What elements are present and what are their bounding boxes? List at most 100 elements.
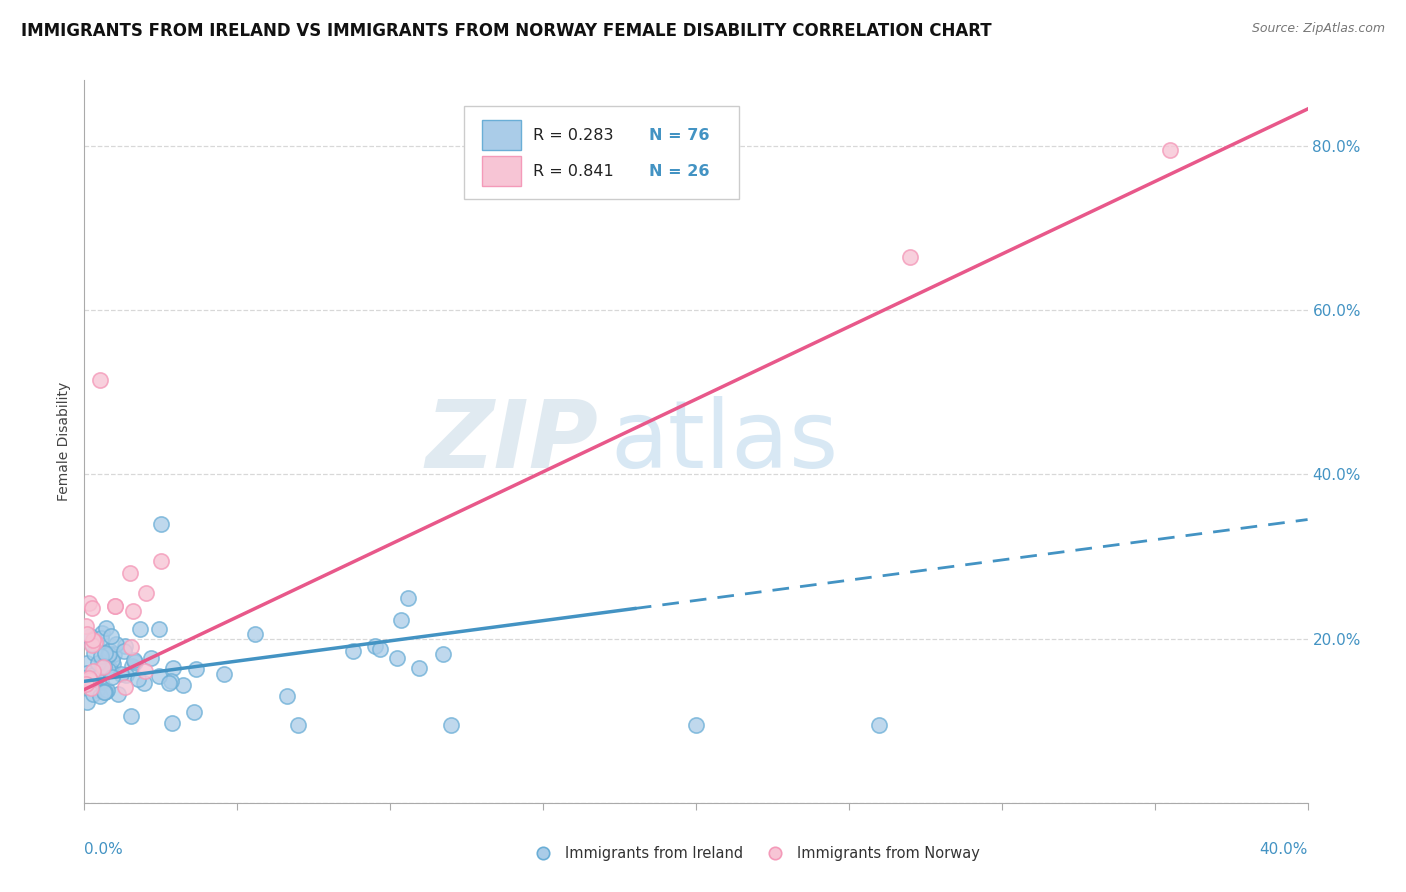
Text: R = 0.841: R = 0.841 (533, 164, 614, 178)
Point (110, 667, 132, 681)
Point (76, 627, 98, 641)
Point (115, 668, 138, 682)
Point (82, 668, 104, 682)
Point (94, 684, 117, 698)
Point (98, 662, 121, 676)
Point (96, 648, 118, 662)
Point (122, 652, 145, 666)
Point (183, 705, 205, 719)
Point (97, 663, 120, 677)
Point (94, 657, 117, 671)
Point (107, 688, 129, 702)
Point (75, 671, 97, 685)
Point (160, 674, 183, 689)
Text: 40.0%: 40.0% (1260, 842, 1308, 857)
Point (172, 678, 194, 692)
Point (104, 599, 127, 613)
Text: R = 0.283: R = 0.283 (533, 128, 614, 143)
Point (129, 623, 152, 637)
Point (121, 658, 143, 673)
Text: 0.0%: 0.0% (84, 842, 124, 857)
Point (276, 689, 298, 703)
Point (162, 661, 184, 675)
Point (75, 619, 97, 633)
Point (82, 664, 104, 678)
Point (104, 638, 127, 652)
Point (90, 648, 112, 663)
Point (149, 516, 172, 531)
Point (77, 596, 100, 610)
Point (84, 635, 107, 649)
Point (79, 629, 101, 643)
Point (869, 718, 891, 732)
Point (408, 661, 430, 675)
Point (100, 629, 122, 643)
Text: IMMIGRANTS FROM IRELAND VS IMMIGRANTS FROM NORWAY FEMALE DISABILITY CORRELATION : IMMIGRANTS FROM IRELAND VS IMMIGRANTS FR… (21, 22, 991, 40)
Point (93, 646, 115, 660)
Point (98, 648, 121, 662)
Point (122, 604, 145, 618)
Point (82, 632, 104, 647)
Point (77, 672, 100, 686)
Point (84, 635, 107, 649)
Text: Immigrants from Norway: Immigrants from Norway (797, 846, 980, 861)
Point (91, 660, 114, 674)
Point (96, 621, 118, 635)
Point (80, 600, 103, 615)
Point (440, 718, 463, 732)
Point (75, 677, 97, 691)
Point (243, 627, 266, 641)
Point (96, 683, 118, 698)
Point (86, 683, 108, 698)
Point (114, 639, 136, 653)
Point (104, 599, 127, 613)
Point (364, 639, 387, 653)
Point (898, 250, 921, 264)
FancyBboxPatch shape (482, 120, 522, 151)
Point (87, 656, 110, 670)
Text: ZIP: ZIP (425, 395, 598, 488)
Point (103, 648, 125, 662)
Point (127, 672, 149, 686)
Point (76, 665, 98, 680)
Point (89, 689, 111, 703)
Point (120, 709, 142, 723)
Point (82, 638, 104, 652)
Point (100, 653, 122, 667)
Point (342, 644, 364, 658)
Point (389, 613, 412, 627)
Point (385, 650, 408, 665)
Point (98, 644, 121, 658)
Point (120, 566, 142, 580)
Point (93, 685, 115, 699)
Point (120, 640, 142, 654)
Text: atlas: atlas (610, 395, 838, 488)
FancyBboxPatch shape (482, 156, 522, 186)
Point (124, 655, 146, 669)
Text: N = 26: N = 26 (650, 164, 710, 178)
Point (432, 647, 454, 661)
Point (90, 675, 112, 690)
Text: Immigrants from Ireland: Immigrants from Ireland (565, 846, 744, 861)
Point (100, 670, 122, 684)
Point (139, 651, 162, 665)
Point (90, 631, 112, 645)
Point (149, 553, 172, 567)
Point (112, 644, 135, 658)
Point (96, 684, 118, 698)
Point (82, 687, 104, 701)
Point (79, 673, 101, 687)
Point (396, 591, 419, 605)
Text: N = 76: N = 76 (650, 128, 710, 143)
Point (93, 659, 115, 673)
Point (1159, 143, 1181, 157)
Point (101, 657, 124, 672)
Point (91, 626, 114, 640)
Point (184, 662, 207, 676)
Text: Source: ZipAtlas.com: Source: ZipAtlas.com (1251, 22, 1385, 36)
Point (83, 647, 105, 661)
Point (132, 676, 155, 690)
Point (84, 671, 107, 685)
Point (135, 586, 157, 600)
Point (89, 373, 111, 387)
